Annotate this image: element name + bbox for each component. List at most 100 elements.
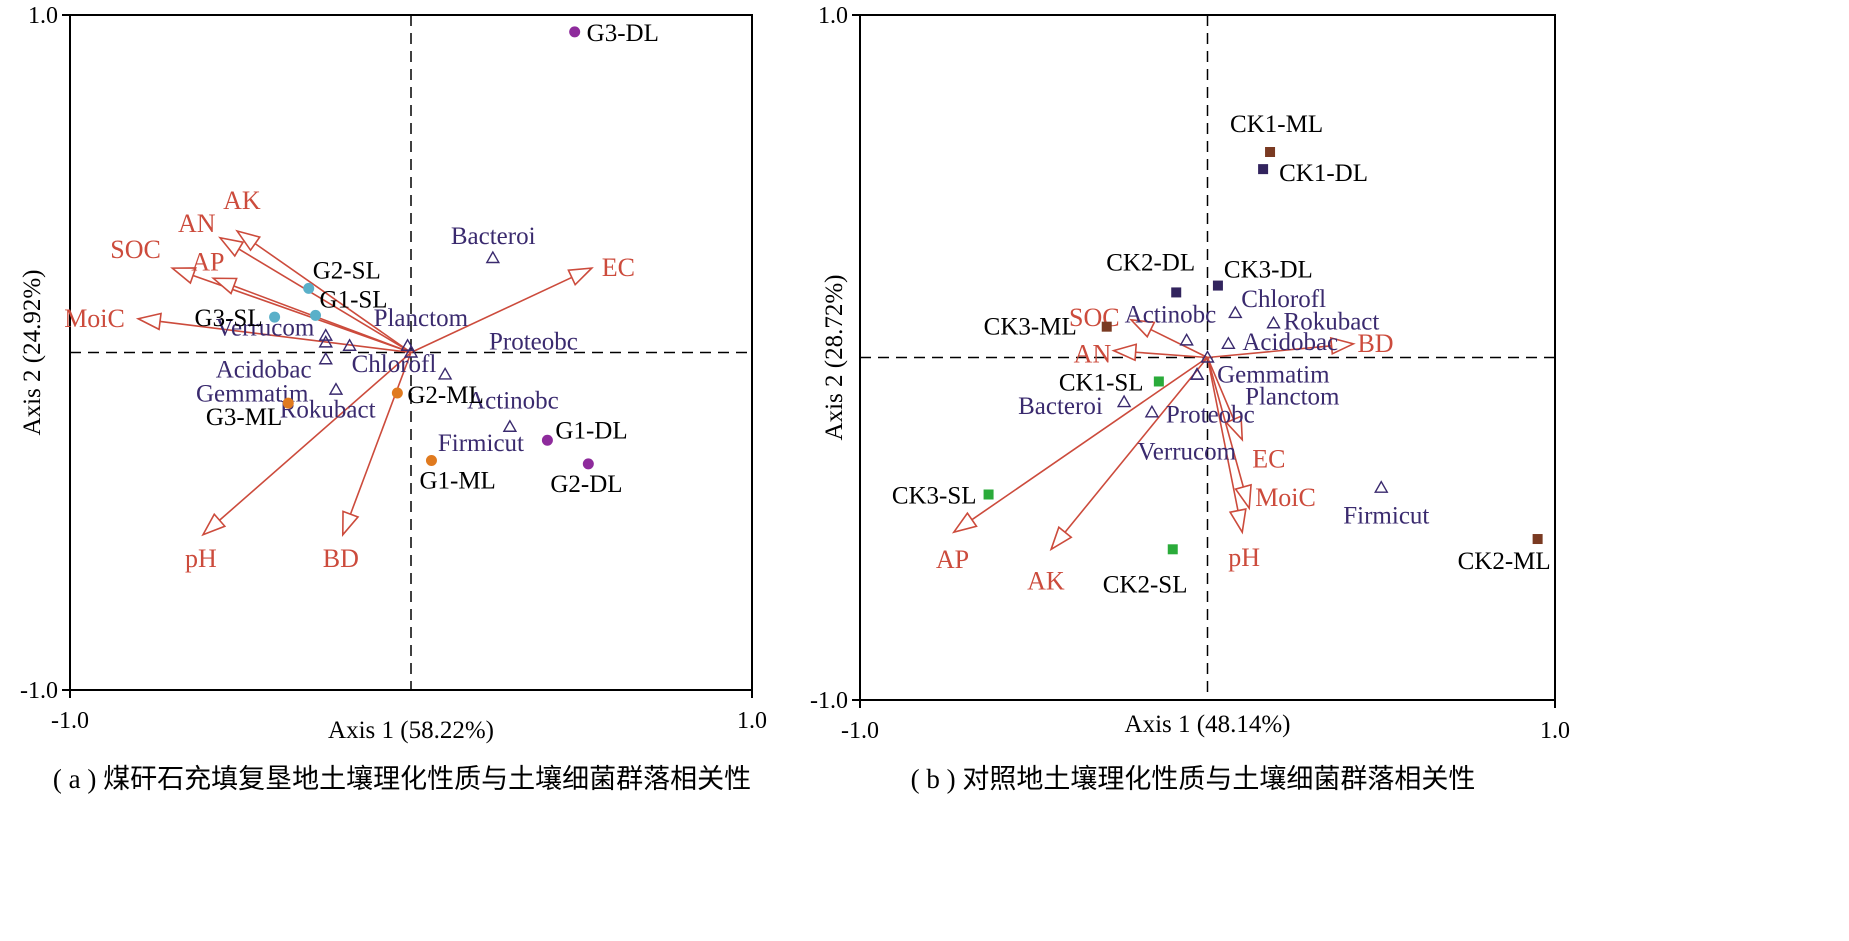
panel-b: 1.0 -1.0 -1.0 1.0 Axis 1 (48.14%) Axis 2 (28.… <box>810 3 1570 794</box>
x-tick-label-xmax: 1.0 <box>737 708 767 734</box>
sample-point-g2-sl <box>303 282 315 294</box>
y-tick-label-ymin: -1.0 <box>810 688 848 714</box>
env-vector-an <box>238 248 412 354</box>
species-label-rokubact: Rokubact <box>1284 308 1380 335</box>
species-marker-firmicut <box>502 419 518 432</box>
sample-label-ck3-sl: CK3-SL <box>892 483 977 510</box>
sample-label-ck3-dl: CK3-DL <box>1224 257 1313 284</box>
env-vector-bd <box>349 352 412 515</box>
env-arrowhead-ec <box>1224 415 1244 442</box>
env-label-ap: AP <box>191 247 224 276</box>
env-label-soc: SOC <box>110 235 161 264</box>
species-marker-acidobac <box>318 351 333 365</box>
species-marker-chlorofl <box>342 338 357 351</box>
env-arrowhead-ak <box>235 229 262 252</box>
species-marker-firmicut <box>1374 480 1389 493</box>
species-marker-acidobac <box>1221 336 1236 349</box>
env-vector-moic <box>159 320 412 354</box>
species-marker-verrucom <box>1200 350 1215 363</box>
sample-label-g1-ml: G1-ML <box>419 468 495 495</box>
species-label-rokubact: Rokubact <box>280 396 376 423</box>
sample-point-ck2-sl <box>1167 544 1178 555</box>
species-marker-planctom <box>1189 367 1205 380</box>
species-marker-rokubact <box>318 334 333 348</box>
sample-point-g3-ml <box>282 397 294 409</box>
env-vector-an <box>1135 351 1208 359</box>
sample-point-ck1-ml <box>1265 147 1276 157</box>
species-label-actinobc: Actinobc <box>467 387 559 414</box>
sample-label-ck1-dl: CK1-DL <box>1279 160 1368 187</box>
species-label-firmicut: Firmicut <box>438 430 524 457</box>
x-axis-title: Axis 1 (48.14%) <box>1125 711 1291 738</box>
species-label-proteobc: Proteobc <box>1166 401 1255 428</box>
species-label-verrucom: Verrucom <box>216 315 315 342</box>
env-arrowhead-soc <box>1128 318 1156 339</box>
species-marker-bacteroi <box>485 250 501 264</box>
env-arrowhead-an <box>218 236 245 258</box>
species-marker-actinobc <box>437 367 453 380</box>
sample-label-ck2-dl: CK2-DL <box>1106 249 1195 276</box>
species-marker-proteobc <box>403 345 419 358</box>
env-arrowhead-bd <box>1329 336 1356 356</box>
sample-point-ck1-dl <box>1258 164 1269 175</box>
env-vector-ec <box>1206 357 1235 420</box>
sample-point-g3-sl <box>269 311 281 323</box>
env-label-bd: BD <box>323 544 359 573</box>
env-label-bd: BD <box>1357 329 1393 358</box>
species-label-chlorofl: Chlorofl <box>352 351 437 378</box>
species-label-acidobac: Acidobac <box>1242 329 1338 356</box>
y-tick-label-ymin: -1.0 <box>20 678 58 704</box>
sample-label-ck2-ml: CK2-ML <box>1458 548 1551 575</box>
species-marker-gemmatim <box>328 382 344 395</box>
species-marker-actinobc <box>1179 332 1194 346</box>
species-label-acidobac: Acidobac <box>216 356 312 383</box>
env-arrowhead-an <box>1111 343 1138 362</box>
sample-label-g2-dl: G2-DL <box>550 471 622 498</box>
sample-point-g3-dl <box>569 26 581 38</box>
env-label-ec: EC <box>1252 445 1285 474</box>
species-label-gemmatim: Gemmatim <box>1217 362 1330 389</box>
env-label-moic: MoiC <box>64 304 125 333</box>
env-label-ph: pH <box>1228 543 1260 572</box>
env-label-moic: MoiC <box>1255 483 1316 512</box>
env-arrowhead-moic <box>135 312 162 331</box>
env-arrowhead-ap <box>951 511 978 534</box>
env-label-ap: AP <box>936 545 969 574</box>
env-vector-moic <box>1206 357 1245 488</box>
sample-point-g1-sl <box>310 309 322 321</box>
env-arrowhead-ph <box>201 512 227 537</box>
sample-point-ck2-dl <box>1171 287 1182 298</box>
env-vector-ap <box>233 285 412 354</box>
y-tick-label-ymax: 1.0 <box>818 3 848 29</box>
species-marker-rokubact <box>1266 315 1281 329</box>
env-arrowhead-ak <box>1049 525 1073 552</box>
x-tick-label-xmin: -1.0 <box>51 708 89 734</box>
y-axis-title: Axis 2 (28.72%) <box>821 275 848 441</box>
y-tick-label-ymax: 1.0 <box>28 3 58 29</box>
sample-point-ck1-sl <box>1153 376 1164 387</box>
panel-a: 1.0 -1.0 -1.0 1.0 Axis 1 (58.22%) Axis 2 (24.… <box>19 3 767 794</box>
species-marker-chlorofl <box>1228 305 1243 319</box>
env-arrowhead-ec <box>567 267 594 287</box>
env-arrowhead-ph <box>1228 508 1247 535</box>
x-tick-label-xmin: -1.0 <box>841 718 879 744</box>
sample-label-ck1-sl: CK1-SL <box>1059 369 1144 396</box>
env-arrowhead-moic <box>1234 483 1252 511</box>
species-label-chlorofl: Chlorofl <box>1241 286 1326 313</box>
env-vector-ak <box>254 242 412 354</box>
species-marker-verrucom <box>318 328 333 341</box>
sample-label-g3-dl: G3-DL <box>587 20 659 47</box>
env-vector-ak <box>1064 356 1209 533</box>
env-label-ph: pH <box>185 544 217 573</box>
panel-caption: ( a ) 煤矸石充填复垦地土壤理化性质与土壤细菌群落相关性 <box>53 764 751 794</box>
env-arrowhead-soc <box>170 267 197 285</box>
x-axis-title: Axis 1 (58.22%) <box>328 717 494 744</box>
species-marker-planctom <box>400 338 415 351</box>
sample-label-ck2-sl: CK2-SL <box>1103 571 1188 598</box>
env-arrowhead-bd <box>341 510 360 537</box>
sample-point-ck3-sl <box>983 489 994 500</box>
panel-caption: ( b ) 对照地土壤理化性质与土壤细菌群落相关性 <box>911 764 1476 794</box>
env-vector-ap <box>971 356 1208 521</box>
sample-point-g1-ml <box>425 455 437 466</box>
